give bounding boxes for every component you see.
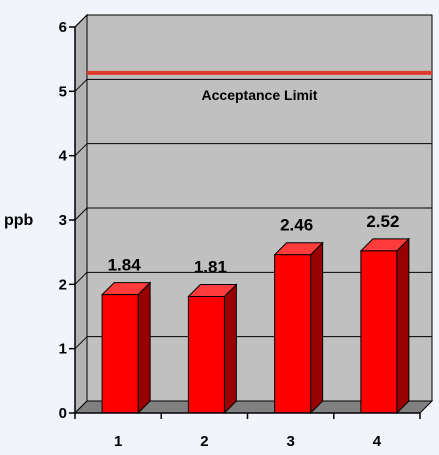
bar-1 (100, 281, 152, 415)
bar-side (223, 283, 237, 415)
y-axis-label: ppb (4, 212, 34, 229)
bar-2 (187, 283, 238, 415)
data-label: 2.46 (280, 216, 313, 235)
y-tick-label: 0 (59, 405, 67, 422)
y-tick-label: 5 (59, 83, 67, 100)
data-label: 2.52 (366, 212, 399, 231)
gridline-side (74, 271, 88, 285)
x-tick-label: 2 (200, 433, 208, 450)
y-tick-label: 1 (59, 341, 67, 358)
bar-front (187, 296, 225, 414)
bar-3 (273, 241, 324, 415)
x-tick-label: 4 (373, 433, 382, 450)
y-tick-label: 2 (59, 276, 67, 293)
data-label: 1.84 (108, 256, 142, 275)
gridline-side (74, 14, 88, 28)
x-tick-label: 3 (286, 433, 294, 450)
bar-front (101, 294, 139, 414)
y-tick-label: 4 (59, 148, 68, 165)
y-tick-label: 6 (59, 19, 67, 36)
bar-4 (359, 237, 411, 415)
bar-side (396, 237, 410, 415)
gridline-side (74, 143, 88, 157)
acceptance-limit-label: Acceptance Limit (202, 87, 318, 103)
bar-side (137, 281, 151, 415)
bar-side (310, 241, 324, 415)
bar-front (274, 254, 312, 414)
gridline-side (74, 78, 88, 92)
bar-front (360, 250, 398, 414)
data-label: 1.81 (194, 258, 227, 277)
gridline-side (74, 336, 88, 350)
y-tick-label: 3 (59, 212, 67, 229)
gridline-side (74, 207, 88, 221)
x-tick-label: 1 (114, 433, 122, 450)
